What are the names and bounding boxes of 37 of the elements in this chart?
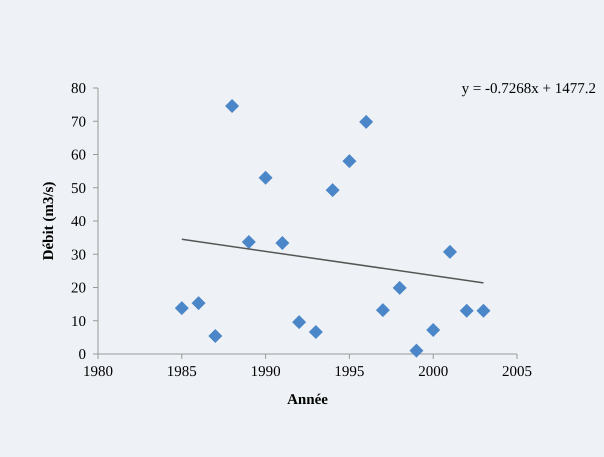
x-tick-label: 1980 (83, 364, 113, 380)
point (376, 303, 390, 318)
y-tick-label: 30 (71, 247, 86, 264)
y-axis-title: Débit (m3/s) (41, 182, 57, 260)
x-tick-label: 2005 (502, 364, 532, 380)
y-tick-label: 10 (71, 314, 86, 330)
y-tick-label: 80 (71, 81, 86, 97)
point (208, 329, 222, 344)
y-tick-label: 40 (71, 214, 86, 230)
y-tick-label: 50 (71, 180, 86, 197)
point (359, 114, 374, 129)
x-tick-label: 1990 (250, 364, 281, 380)
point (292, 315, 306, 330)
point (258, 170, 273, 185)
point (476, 304, 490, 318)
annotation: y = -0.7268x + 1477.2 (462, 81, 596, 97)
y-tick-label: 70 (71, 114, 86, 130)
point (174, 301, 189, 316)
point (242, 234, 256, 249)
point (409, 344, 424, 358)
point (275, 236, 290, 250)
point (460, 304, 474, 318)
point (326, 183, 340, 198)
point (342, 154, 356, 168)
point (192, 296, 206, 310)
point (225, 98, 240, 113)
point (426, 323, 440, 338)
x-tick-label: 1995 (334, 364, 364, 380)
y-tick-label: 20 (71, 280, 86, 296)
y-tick-label: 0 (78, 347, 86, 363)
x-tick-label: 1985 (166, 364, 197, 380)
x-axis-title: Année (287, 392, 328, 408)
point (442, 244, 457, 259)
y-tick-label: 60 (71, 148, 86, 164)
point (392, 280, 407, 295)
point (308, 325, 323, 340)
x-tick-label: 2000 (418, 364, 448, 380)
